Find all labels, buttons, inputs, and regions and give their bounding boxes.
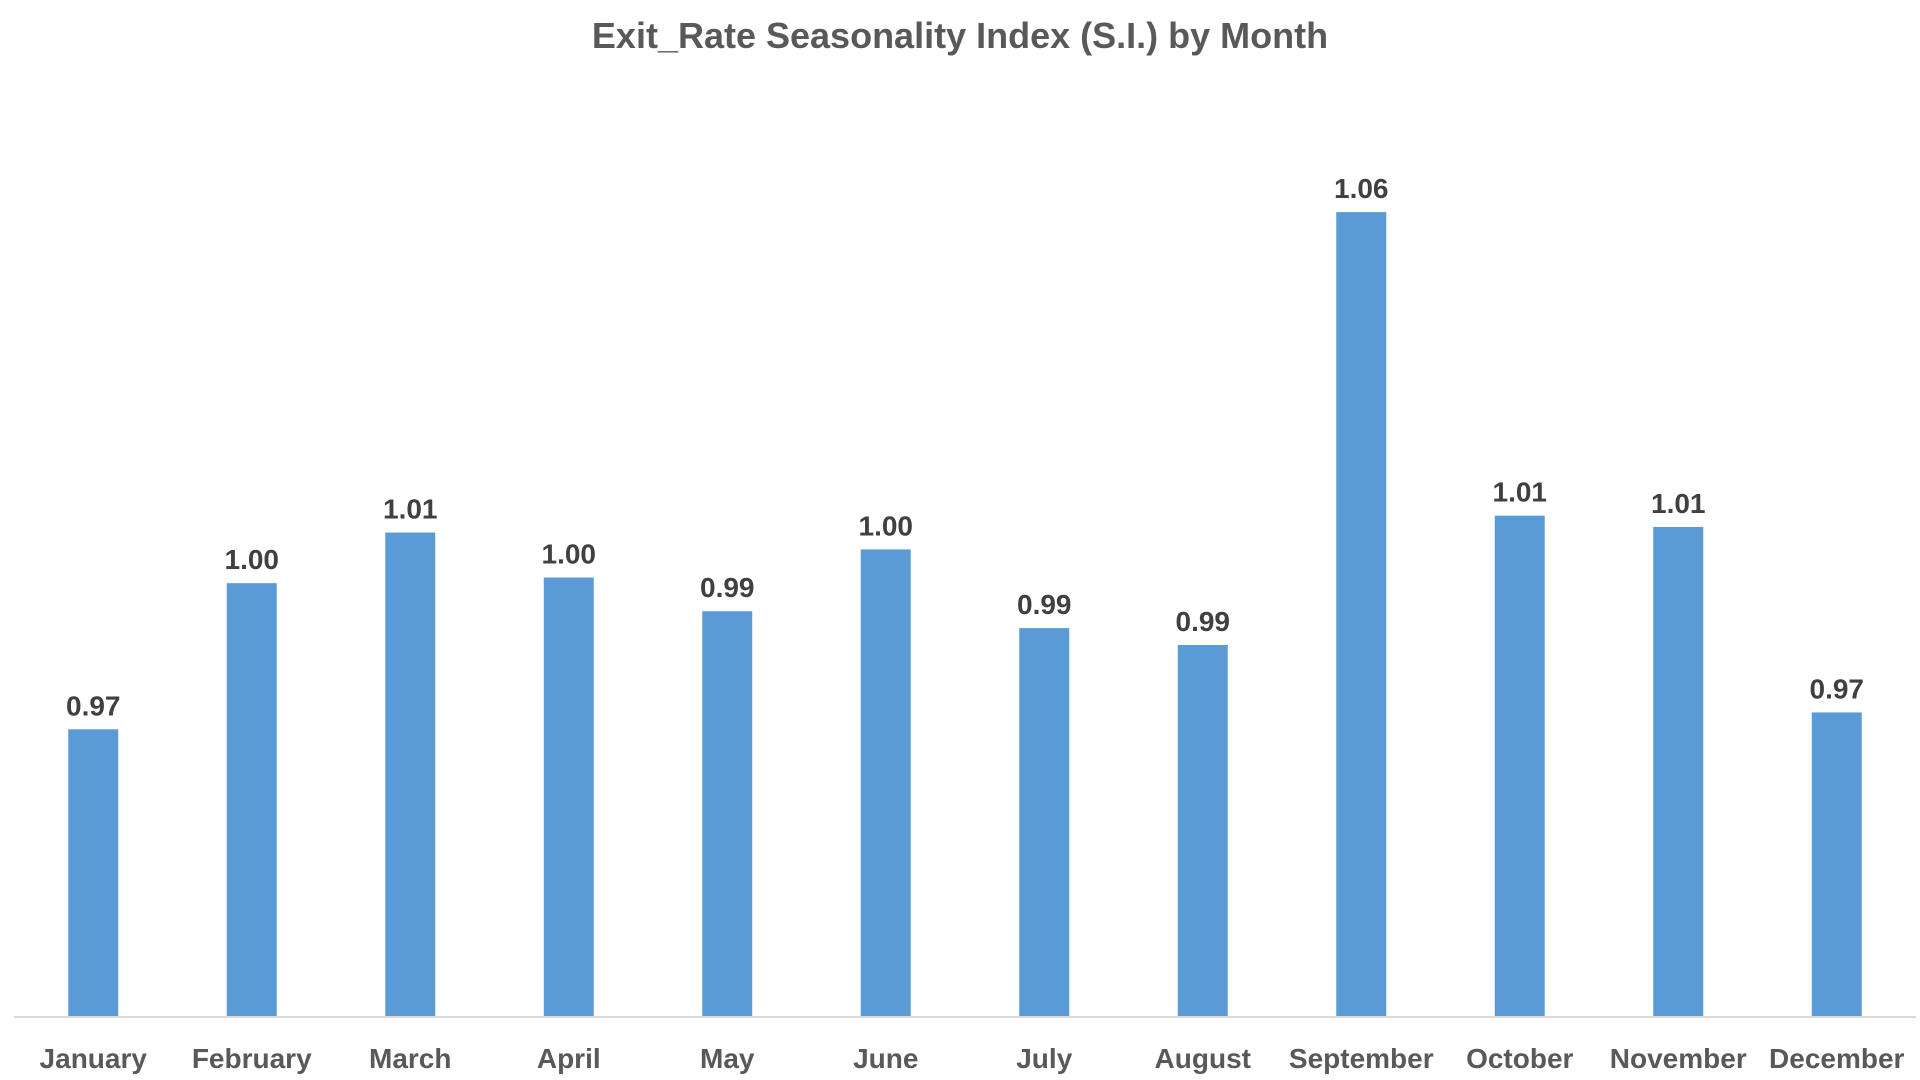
x-tick-label-april: April [537, 1043, 601, 1074]
data-label-october: 1.01 [1493, 477, 1548, 508]
x-tick-label-november: November [1610, 1043, 1747, 1074]
x-tick-label-june: June [853, 1043, 918, 1074]
data-label-july: 0.99 [1017, 589, 1072, 620]
chart-title: Exit_Rate Seasonality Index (S.I.) by Mo… [592, 15, 1328, 56]
data-label-march: 1.01 [383, 494, 438, 525]
bar-march [385, 532, 436, 1016]
bar-november [1653, 526, 1704, 1016]
bars-layer [68, 212, 1862, 1017]
data-label-april: 1.00 [542, 539, 597, 570]
bar-october [1494, 515, 1545, 1016]
x-tick-labels-layer: January February March April May June July Augu… [40, 1043, 1905, 1074]
x-tick-label-december: December [1769, 1043, 1905, 1074]
data-label-february: 1.00 [225, 544, 280, 575]
data-label-december: 0.97 [1810, 673, 1865, 704]
x-tick-label-october: October [1466, 1043, 1573, 1074]
x-tick-label-may: May [700, 1043, 755, 1074]
bar-july [1019, 628, 1070, 1016]
x-tick-label-july: July [1016, 1043, 1072, 1074]
data-label-november: 1.01 [1651, 488, 1706, 519]
bar-august [1177, 644, 1228, 1016]
bar-june [860, 549, 911, 1016]
bar-december [1811, 712, 1862, 1016]
x-tick-label-august: August [1155, 1043, 1251, 1074]
bar-september [1336, 212, 1387, 1017]
data-label-september: 1.06 [1334, 173, 1389, 204]
x-tick-label-february: February [192, 1043, 312, 1074]
bar-may [702, 611, 753, 1016]
bar-february [226, 583, 277, 1016]
data-label-may: 0.99 [700, 572, 755, 603]
data-label-june: 1.00 [859, 510, 914, 541]
bar-april [543, 577, 594, 1016]
data-label-august: 0.99 [1176, 606, 1231, 637]
bar-january [68, 729, 119, 1016]
data-labels-layer: 0.97 1.00 1.01 1.00 0.99 1.00 0.99 0.99 1.06 1.01… [66, 173, 1864, 721]
data-label-january: 0.97 [66, 690, 121, 721]
x-tick-label-march: March [369, 1043, 451, 1074]
x-tick-label-january: January [40, 1043, 148, 1074]
x-tick-label-september: September [1289, 1043, 1434, 1074]
